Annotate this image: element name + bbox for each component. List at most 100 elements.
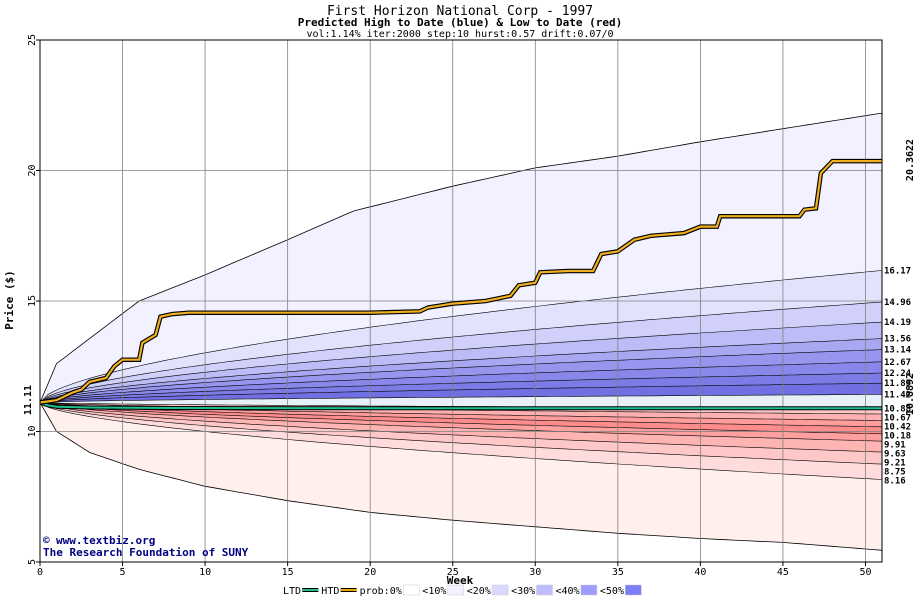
legend-swatch [447, 584, 464, 596]
legend-swatch-fill [302, 589, 319, 591]
quantile-label: 10.42 [884, 423, 911, 433]
quantile-label: 10.67 [884, 414, 911, 424]
blue-band-5 [40, 349, 882, 403]
chart-subtitle: Predicted High to Date (blue) & Low to D… [298, 16, 623, 29]
x-tick-label: 45 [777, 567, 789, 578]
legend-swatch [403, 584, 420, 596]
x-tick-label: 50 [859, 567, 871, 578]
legend: LTD HTD prob:0% <10% <20% <30% <40% <50% [283, 584, 642, 597]
credit-org: The Research Foundation of SUNY [43, 546, 249, 559]
red-band-3 [40, 402, 882, 434]
y-tick-label: 25 [27, 34, 38, 46]
quantile-label: 12.24 [884, 369, 912, 379]
quantile-label: 16.17 [884, 266, 911, 276]
quantile-lines [39, 112, 883, 551]
y-axis-label: Price ($) [3, 270, 16, 330]
y-tick-label: 20 [27, 164, 38, 176]
legend-label: prob:0% [360, 586, 402, 597]
high-quantile-line-8 [39, 394, 883, 403]
htd-line [39, 160, 882, 404]
high-quantile-line-4 [39, 349, 883, 403]
high-quantile-line-6 [39, 372, 883, 403]
start-price-label: 11.11 [23, 385, 34, 415]
low-quantile-line-8 [39, 402, 883, 480]
x-tick-label: 35 [612, 567, 624, 578]
high-quantile-line-0 [39, 270, 883, 403]
series [39, 158, 882, 411]
blue-band-6 [40, 361, 882, 403]
blue-band-0 [40, 113, 882, 403]
ltd-final-label: 10.8892 [905, 373, 916, 415]
x-tick-label: 30 [529, 567, 541, 578]
blue-band-1 [40, 270, 882, 403]
low-quantile-line-6 [39, 402, 883, 453]
quantile-label: 8.75 [884, 468, 906, 478]
quantile-label: 14.96 [884, 298, 911, 308]
red-band-1 [40, 402, 882, 421]
chart-params: vol:1.14% iter:2000 step:10 hurst:0.57 d… [306, 29, 613, 40]
envelope-lower-line [39, 402, 883, 551]
chart-title: First Horizon National Corp - 1997 [327, 4, 593, 19]
legend-label: HTD [321, 586, 339, 597]
envelope-upper-line [39, 112, 883, 403]
quantile-label: 14.19 [884, 318, 911, 328]
quantile-label: 10.18 [884, 432, 911, 442]
credit-url: www.textbiz.org [56, 534, 155, 547]
high-quantile-line-3 [39, 338, 883, 403]
legend-label: LTD [283, 586, 301, 597]
legend-label: <40% [556, 586, 580, 597]
quantile-label: 11.85 [884, 379, 911, 389]
y-tick-label: 10 [27, 425, 38, 437]
blue-band-3 [40, 322, 882, 403]
quantile-label: 13.14 [884, 346, 912, 356]
high-quantile-line-7 [39, 382, 883, 403]
quantile-label: 13.56 [884, 335, 911, 345]
x-tick-label: 20 [364, 567, 376, 578]
x-tick-label: 25 [447, 567, 459, 578]
quantile-label: 11.42 [884, 390, 911, 400]
quantile-label: 9.63 [884, 450, 906, 460]
y-tick-label: 15 [27, 295, 38, 307]
ltd-line [39, 401, 882, 410]
legend-swatch [625, 584, 642, 596]
low-quantile-line-3 [39, 402, 883, 428]
legend-swatch [580, 584, 598, 596]
high-quantile-line-1 [39, 301, 883, 403]
red-band-7 [40, 402, 882, 480]
legend-label: <30% [511, 586, 535, 597]
red-band-5 [40, 402, 882, 453]
red-band-6 [40, 402, 882, 465]
x-axis-label: Week [447, 574, 474, 587]
low-quantile-line-5 [39, 402, 883, 442]
quantile-label: 9.21 [884, 459, 906, 469]
quantile-label: 12.67 [884, 358, 911, 368]
htd-final-label: 20.3622 [905, 139, 916, 181]
quantile-label: 10.88 [884, 405, 911, 415]
x-tick-label: 15 [282, 567, 294, 578]
credit-copyright-icon: © [43, 534, 50, 547]
y-tick-label: 5 [27, 559, 38, 565]
legend-label: <10% [422, 586, 446, 597]
low-quantile-line-4 [39, 402, 883, 435]
legend-swatch-fill [340, 589, 357, 591]
legend-label: <50% [600, 586, 624, 597]
quantile-label: 9.91 [884, 441, 906, 451]
legend-swatch [536, 584, 553, 596]
high-quantile-line-5 [39, 361, 883, 403]
legend-swatch [491, 584, 509, 596]
x-axis-ticks: 0 5 10 15 20 25 30 35 40 45 50 [37, 562, 872, 578]
x-tick-label: 10 [199, 567, 211, 578]
blue-band-8 [40, 383, 882, 403]
blue-band-4 [40, 338, 882, 403]
legend-label: <20% [467, 586, 491, 597]
quantile-label: 8.16 [884, 477, 906, 487]
x-tick-label: 5 [120, 567, 126, 578]
red-band-8 [40, 402, 882, 551]
low-quantile-line-7 [39, 402, 883, 465]
blue-band-7 [40, 373, 882, 403]
y-axis-ticks: 5 10 15 20 25 [27, 34, 40, 565]
blue-band-2 [40, 302, 882, 403]
x-tick-label: 40 [694, 567, 706, 578]
